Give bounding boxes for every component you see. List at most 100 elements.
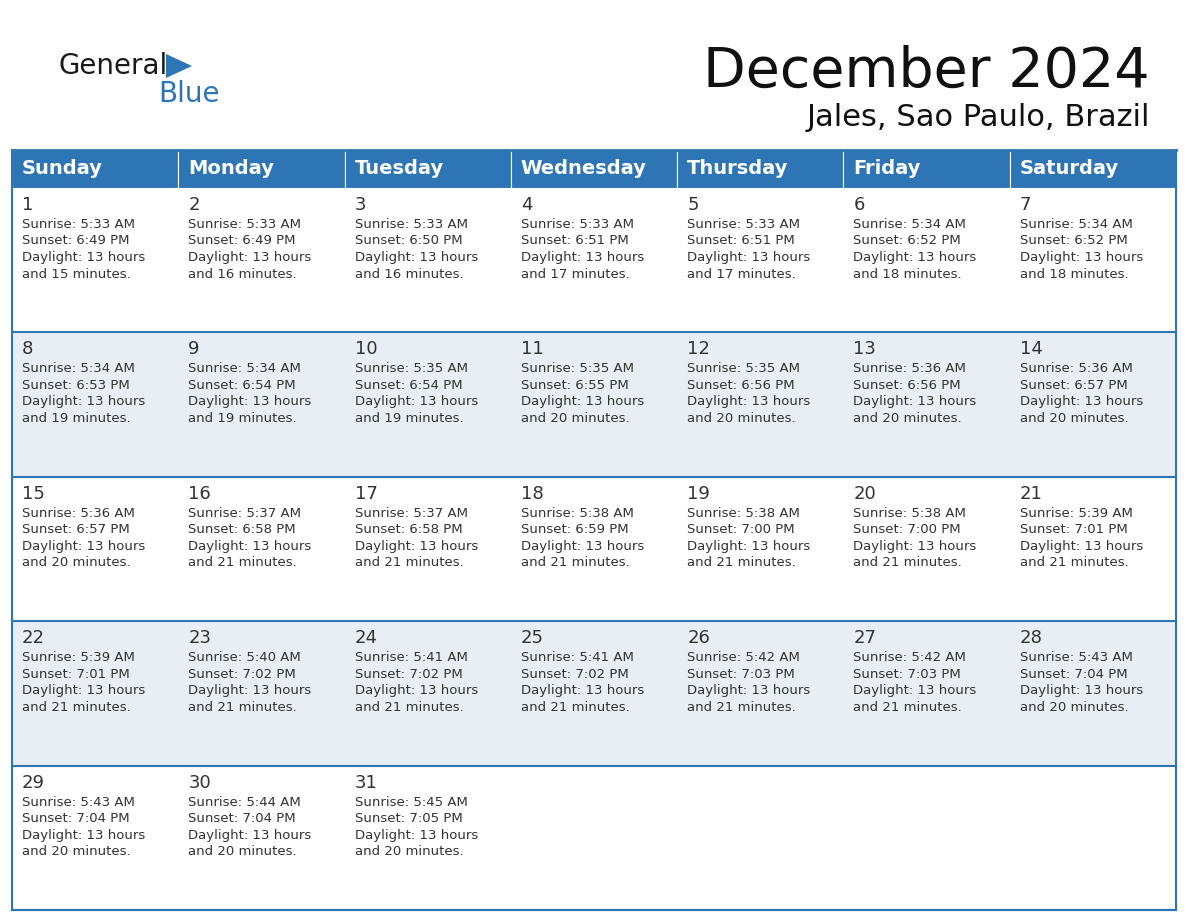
Text: and 18 minutes.: and 18 minutes. xyxy=(853,267,962,281)
Text: and 21 minutes.: and 21 minutes. xyxy=(354,700,463,713)
Text: Sunset: 7:02 PM: Sunset: 7:02 PM xyxy=(188,667,296,681)
Bar xyxy=(1010,476,1176,621)
Text: and 15 minutes.: and 15 minutes. xyxy=(23,267,131,281)
Text: Sunset: 7:00 PM: Sunset: 7:00 PM xyxy=(687,523,795,536)
Text: Sunset: 6:52 PM: Sunset: 6:52 PM xyxy=(1019,234,1127,248)
Bar xyxy=(511,476,677,621)
Text: and 20 minutes.: and 20 minutes. xyxy=(520,412,630,425)
Text: Sunrise: 5:33 AM: Sunrise: 5:33 AM xyxy=(520,218,634,231)
Bar xyxy=(345,332,511,476)
Text: Daylight: 13 hours: Daylight: 13 hours xyxy=(188,829,311,842)
Text: Sunrise: 5:39 AM: Sunrise: 5:39 AM xyxy=(1019,507,1132,520)
Text: Sunset: 6:58 PM: Sunset: 6:58 PM xyxy=(188,523,296,536)
Bar xyxy=(345,188,511,332)
Bar xyxy=(12,150,178,188)
Bar xyxy=(677,332,843,476)
Text: 27: 27 xyxy=(853,629,877,647)
Bar xyxy=(677,476,843,621)
Text: Sunrise: 5:44 AM: Sunrise: 5:44 AM xyxy=(188,796,301,809)
Text: Monday: Monday xyxy=(188,160,274,178)
Text: 3: 3 xyxy=(354,196,366,214)
Bar xyxy=(345,766,511,910)
Text: and 21 minutes.: and 21 minutes. xyxy=(520,700,630,713)
Text: Sunset: 6:56 PM: Sunset: 6:56 PM xyxy=(687,379,795,392)
Bar xyxy=(843,621,1010,766)
Text: General: General xyxy=(58,52,168,80)
Text: and 16 minutes.: and 16 minutes. xyxy=(354,267,463,281)
Text: Sunset: 7:03 PM: Sunset: 7:03 PM xyxy=(853,667,961,681)
Text: Blue: Blue xyxy=(158,80,220,108)
Text: Sunrise: 5:34 AM: Sunrise: 5:34 AM xyxy=(853,218,966,231)
Text: 9: 9 xyxy=(188,341,200,358)
Bar xyxy=(511,766,677,910)
Text: Sunset: 7:00 PM: Sunset: 7:00 PM xyxy=(853,523,961,536)
Text: 31: 31 xyxy=(354,774,378,791)
Text: Friday: Friday xyxy=(853,160,921,178)
Text: and 19 minutes.: and 19 minutes. xyxy=(23,412,131,425)
Text: Sunrise: 5:35 AM: Sunrise: 5:35 AM xyxy=(687,363,801,375)
Text: Sunset: 7:04 PM: Sunset: 7:04 PM xyxy=(188,812,296,825)
Text: Sunset: 7:04 PM: Sunset: 7:04 PM xyxy=(1019,667,1127,681)
Text: 26: 26 xyxy=(687,629,710,647)
Text: 10: 10 xyxy=(354,341,378,358)
Bar xyxy=(843,188,1010,332)
Bar xyxy=(1010,332,1176,476)
Text: Thursday: Thursday xyxy=(687,160,789,178)
Text: Sunset: 6:51 PM: Sunset: 6:51 PM xyxy=(520,234,628,248)
Text: and 20 minutes.: and 20 minutes. xyxy=(188,845,297,858)
Bar xyxy=(677,766,843,910)
Text: Jales, Sao Paulo, Brazil: Jales, Sao Paulo, Brazil xyxy=(807,103,1150,132)
Text: and 20 minutes.: and 20 minutes. xyxy=(1019,412,1129,425)
Text: Sunset: 6:57 PM: Sunset: 6:57 PM xyxy=(1019,379,1127,392)
Text: Daylight: 13 hours: Daylight: 13 hours xyxy=(1019,251,1143,264)
Text: Sunset: 6:54 PM: Sunset: 6:54 PM xyxy=(188,379,296,392)
Text: and 21 minutes.: and 21 minutes. xyxy=(188,556,297,569)
Text: 29: 29 xyxy=(23,774,45,791)
Text: 1: 1 xyxy=(23,196,33,214)
Bar xyxy=(843,150,1010,188)
Text: Daylight: 13 hours: Daylight: 13 hours xyxy=(23,540,145,553)
Text: Sunset: 6:50 PM: Sunset: 6:50 PM xyxy=(354,234,462,248)
Text: Sunset: 7:02 PM: Sunset: 7:02 PM xyxy=(354,667,462,681)
Text: Daylight: 13 hours: Daylight: 13 hours xyxy=(1019,540,1143,553)
Text: Sunrise: 5:36 AM: Sunrise: 5:36 AM xyxy=(23,507,135,520)
Text: Sunrise: 5:37 AM: Sunrise: 5:37 AM xyxy=(188,507,302,520)
Bar xyxy=(511,332,677,476)
Bar xyxy=(345,150,511,188)
Text: Daylight: 13 hours: Daylight: 13 hours xyxy=(188,540,311,553)
Text: Daylight: 13 hours: Daylight: 13 hours xyxy=(23,684,145,697)
Text: Sunrise: 5:33 AM: Sunrise: 5:33 AM xyxy=(354,218,468,231)
Text: and 21 minutes.: and 21 minutes. xyxy=(354,556,463,569)
Text: Sunrise: 5:42 AM: Sunrise: 5:42 AM xyxy=(853,651,966,665)
Text: and 21 minutes.: and 21 minutes. xyxy=(1019,556,1129,569)
Text: 23: 23 xyxy=(188,629,211,647)
Text: and 21 minutes.: and 21 minutes. xyxy=(188,700,297,713)
Text: 13: 13 xyxy=(853,341,877,358)
Bar xyxy=(511,188,677,332)
Text: Sunrise: 5:41 AM: Sunrise: 5:41 AM xyxy=(354,651,467,665)
Bar xyxy=(178,766,345,910)
Text: Sunset: 6:57 PM: Sunset: 6:57 PM xyxy=(23,523,129,536)
Text: Daylight: 13 hours: Daylight: 13 hours xyxy=(188,684,311,697)
Text: 14: 14 xyxy=(1019,341,1043,358)
Bar xyxy=(178,150,345,188)
Text: 22: 22 xyxy=(23,629,45,647)
Text: and 20 minutes.: and 20 minutes. xyxy=(23,556,131,569)
Text: Sunrise: 5:34 AM: Sunrise: 5:34 AM xyxy=(23,363,135,375)
Text: 6: 6 xyxy=(853,196,865,214)
Bar xyxy=(345,476,511,621)
Text: December 2024: December 2024 xyxy=(703,45,1150,99)
Text: Daylight: 13 hours: Daylight: 13 hours xyxy=(520,251,644,264)
Text: Sunset: 6:53 PM: Sunset: 6:53 PM xyxy=(23,379,129,392)
Bar xyxy=(12,188,178,332)
Text: Sunset: 6:55 PM: Sunset: 6:55 PM xyxy=(520,379,628,392)
Text: Daylight: 13 hours: Daylight: 13 hours xyxy=(354,540,478,553)
Text: 30: 30 xyxy=(188,774,211,791)
Text: Daylight: 13 hours: Daylight: 13 hours xyxy=(354,251,478,264)
Text: 7: 7 xyxy=(1019,196,1031,214)
Text: Daylight: 13 hours: Daylight: 13 hours xyxy=(23,251,145,264)
Text: Sunrise: 5:38 AM: Sunrise: 5:38 AM xyxy=(687,507,800,520)
Text: Sunrise: 5:42 AM: Sunrise: 5:42 AM xyxy=(687,651,800,665)
Text: Sunset: 6:54 PM: Sunset: 6:54 PM xyxy=(354,379,462,392)
Bar xyxy=(178,332,345,476)
